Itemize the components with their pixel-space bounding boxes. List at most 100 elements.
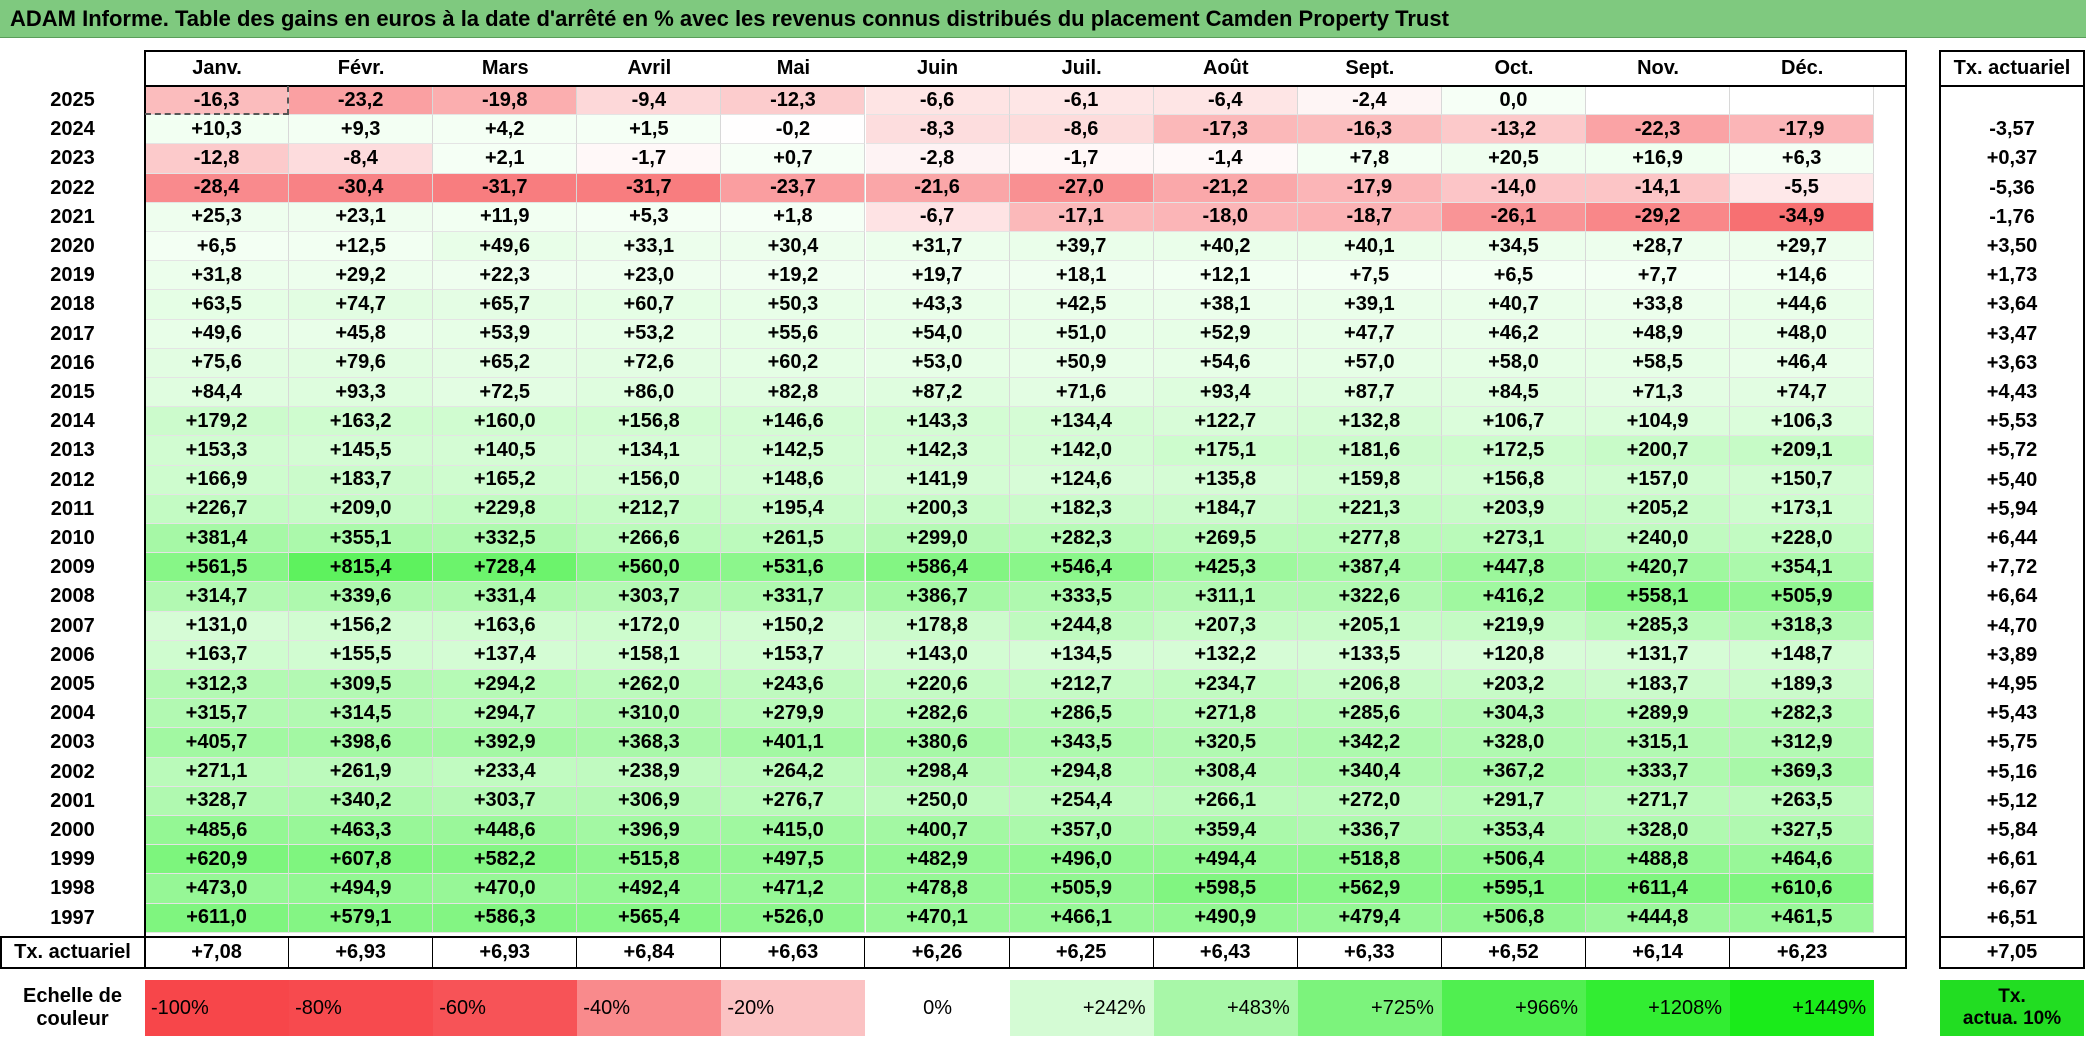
- scale-swatch: +966%: [1441, 980, 1586, 1036]
- table-cell: +494,4: [1153, 845, 1298, 875]
- table-cell: +400,7: [865, 816, 1010, 846]
- table-cell: +12,1: [1153, 261, 1298, 291]
- table-cell: -14,1: [1586, 173, 1731, 203]
- table-cell: +173,1: [1730, 494, 1875, 524]
- table-border: [1905, 50, 1907, 968]
- table-cell: +87,7: [1297, 378, 1442, 408]
- table-cell: +54,6: [1153, 348, 1298, 378]
- table-cell: +271,1: [145, 757, 290, 787]
- table-cell: +1,8: [721, 202, 866, 232]
- table-cell: -6,1: [1009, 86, 1154, 116]
- table-cell: +728,4: [433, 553, 578, 583]
- year-label: 2004: [50, 702, 95, 725]
- table-cell: +353,4: [1441, 816, 1586, 846]
- annual-rate-cell: +7,72: [1986, 556, 2038, 579]
- table-cell: +310,0: [577, 699, 722, 729]
- table-cell: +172,0: [577, 611, 722, 641]
- table-cell: +10,3: [145, 115, 290, 145]
- table-cell: +132,2: [1153, 640, 1298, 670]
- table-cell: -1,7: [577, 144, 722, 174]
- year-label: 2022: [50, 176, 95, 199]
- table-cell: +380,6: [865, 728, 1010, 758]
- table-cell: +234,7: [1153, 670, 1298, 700]
- table-cell: +182,3: [1009, 494, 1154, 524]
- table-cell: +488,8: [1586, 845, 1731, 875]
- table-cell: +23,1: [289, 202, 434, 232]
- table-cell: +122,7: [1153, 407, 1298, 437]
- table-cell: +485,6: [145, 816, 290, 846]
- table-cell: +148,6: [721, 465, 866, 495]
- table-cell: +72,6: [577, 348, 722, 378]
- page-title: ADAM Informe. Table des gains en euros à…: [10, 6, 1449, 31]
- table-cell: +333,7: [1586, 757, 1731, 787]
- year-label: 2020: [50, 235, 95, 258]
- table-cell: +492,4: [577, 874, 722, 904]
- table-cell: +7,7: [1586, 261, 1731, 291]
- table-cell: +343,5: [1009, 728, 1154, 758]
- table-cell: +327,5: [1730, 816, 1875, 846]
- table-cell: +45,8: [289, 319, 434, 349]
- scale-swatch: -20%: [721, 980, 866, 1036]
- summary-cell: +6,14: [1586, 937, 1731, 968]
- table-cell: +233,4: [433, 757, 578, 787]
- table-cell: +815,4: [289, 553, 434, 583]
- table-cell: +82,8: [721, 378, 866, 408]
- annual-rate-cell: +6,44: [1986, 527, 2038, 550]
- table-cell: +160,0: [433, 407, 578, 437]
- table-cell: +156,8: [1441, 465, 1586, 495]
- table-cell: +289,9: [1586, 699, 1731, 729]
- summary-cell: +6,93: [433, 937, 578, 968]
- table-cell: +148,7: [1730, 640, 1875, 670]
- table-cell: +0,7: [721, 144, 866, 174]
- table-cell: +55,6: [721, 319, 866, 349]
- year-label: 1999: [50, 848, 95, 871]
- table-cell: +562,9: [1297, 874, 1442, 904]
- table-cell: +506,4: [1441, 845, 1586, 875]
- table-cell: +157,0: [1586, 465, 1731, 495]
- table-cell: +331,7: [721, 582, 866, 612]
- table-cell: -26,1: [1441, 202, 1586, 232]
- annual-rate-cell: -3,57: [1989, 118, 2035, 141]
- table-cell: +183,7: [1586, 670, 1731, 700]
- table-cell: +598,5: [1153, 874, 1298, 904]
- month-header: Mars: [481, 56, 529, 79]
- table-cell: +447,8: [1441, 553, 1586, 583]
- table-cell: +219,9: [1441, 611, 1586, 641]
- table-cell: +294,7: [433, 699, 578, 729]
- table-cell: +65,2: [433, 348, 578, 378]
- table-cell: +322,6: [1297, 582, 1442, 612]
- table-cell: +19,7: [865, 261, 1010, 291]
- table-cell: +145,5: [289, 436, 434, 466]
- table-cell: 0,0: [1441, 86, 1586, 116]
- table-border: [0, 937, 2, 968]
- table-cell: -31,7: [577, 173, 722, 203]
- table-cell: +132,8: [1297, 407, 1442, 437]
- table-cell: +299,0: [865, 524, 1010, 554]
- table-cell: +304,3: [1441, 699, 1586, 729]
- month-header: Oct.: [1494, 56, 1534, 79]
- table-cell: +63,5: [145, 290, 290, 320]
- table-cell: +165,2: [433, 465, 578, 495]
- table-cell: +579,1: [289, 903, 434, 933]
- table-cell: +311,1: [1153, 582, 1298, 612]
- annual-rate-cell: +6,51: [1986, 906, 2038, 929]
- table-cell: +271,8: [1153, 699, 1298, 729]
- table-cell: -6,6: [865, 86, 1010, 116]
- table-cell: +611,4: [1586, 874, 1731, 904]
- table-cell: +266,6: [577, 524, 722, 554]
- table-cell: +44,6: [1730, 290, 1875, 320]
- table-cell: -22,3: [1586, 115, 1731, 145]
- table-cell: -8,6: [1009, 115, 1154, 145]
- table-cell: +7,5: [1297, 261, 1442, 291]
- year-label: 2025: [50, 89, 95, 112]
- table-cell: +131,7: [1586, 640, 1731, 670]
- table-cell: +46,4: [1730, 348, 1875, 378]
- year-label: 2023: [50, 147, 95, 170]
- scale-swatch: -80%: [289, 980, 434, 1036]
- table-cell: +16,9: [1586, 144, 1731, 174]
- scale-swatch: -40%: [577, 980, 722, 1036]
- table-cell: +282,3: [1009, 524, 1154, 554]
- table-cell: +159,8: [1297, 465, 1442, 495]
- table-cell: +86,0: [577, 378, 722, 408]
- scale-swatch: +725%: [1297, 980, 1442, 1036]
